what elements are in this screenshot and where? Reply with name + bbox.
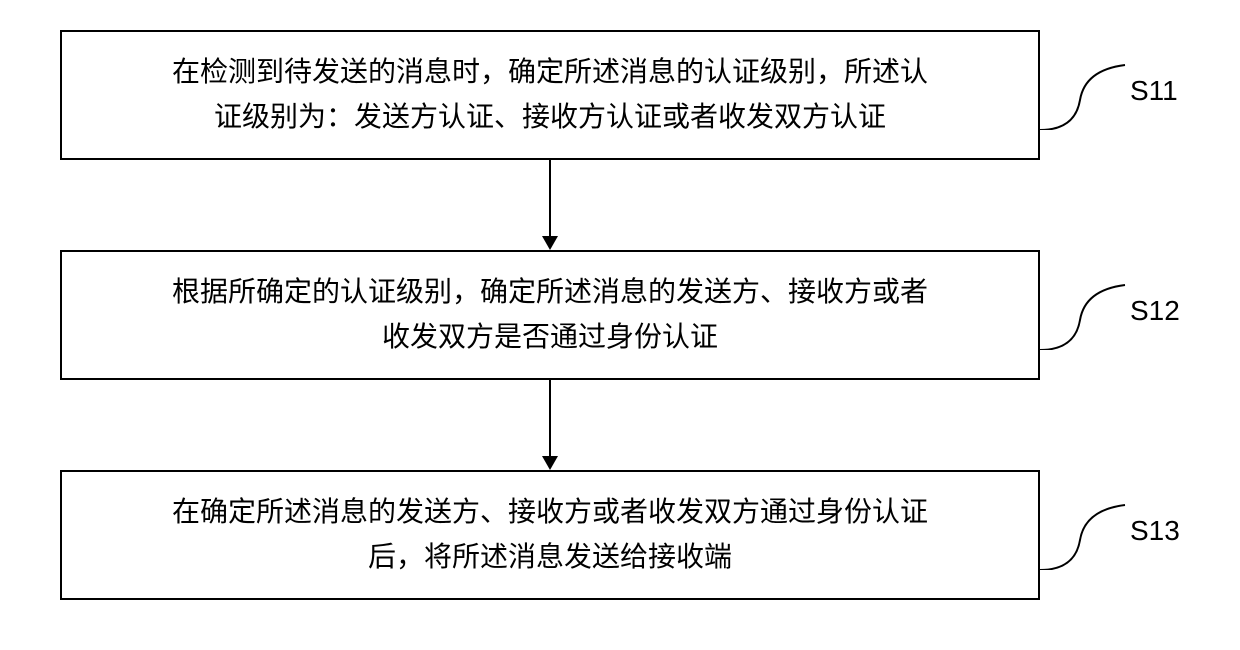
flow-node-s11-text: 在检测到待发送的消息时，确定所述消息的认证级别，所述认 证级别为：发送方认证、接… — [172, 50, 928, 140]
flow-node-s11: 在检测到待发送的消息时，确定所述消息的认证级别，所述认 证级别为：发送方认证、接… — [60, 30, 1040, 160]
brace-s11 — [1040, 60, 1130, 130]
flowchart-canvas: 在检测到待发送的消息时，确定所述消息的认证级别，所述认 证级别为：发送方认证、接… — [0, 0, 1240, 650]
flow-node-s12: 根据所确定的认证级别，确定所述消息的发送方、接收方或者 收发双方是否通过身份认证 — [60, 250, 1040, 380]
flow-node-s13: 在确定所述消息的发送方、接收方或者收发双方通过身份认证 后，将所述消息发送给接收… — [60, 470, 1040, 600]
arrow-s12-s13 — [534, 380, 566, 470]
brace-s12 — [1040, 280, 1130, 350]
brace-s13 — [1040, 500, 1130, 570]
step-label-s11: S11 — [1130, 75, 1178, 107]
flow-node-s12-text: 根据所确定的认证级别，确定所述消息的发送方、接收方或者 收发双方是否通过身份认证 — [172, 270, 928, 360]
flow-node-s13-text: 在确定所述消息的发送方、接收方或者收发双方通过身份认证 后，将所述消息发送给接收… — [172, 490, 928, 580]
arrow-s11-s12 — [534, 160, 566, 250]
step-label-s13: S13 — [1130, 515, 1180, 547]
step-label-s12: S12 — [1130, 295, 1180, 327]
